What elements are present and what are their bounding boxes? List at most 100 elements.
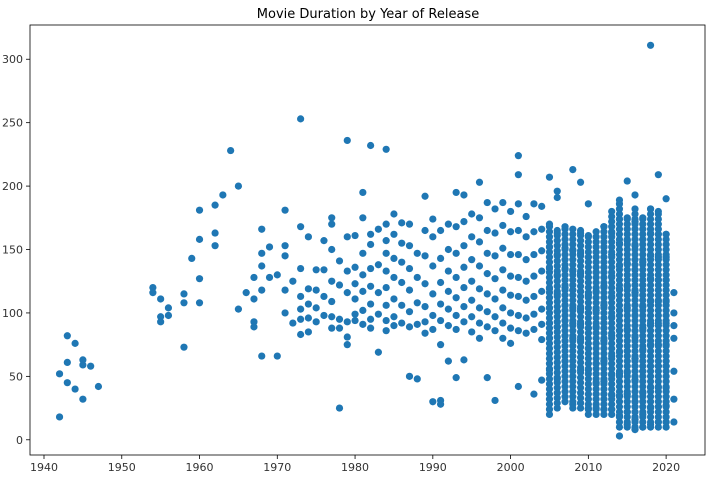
data-point <box>312 266 320 274</box>
data-point <box>149 289 157 297</box>
data-point <box>452 249 460 257</box>
data-point <box>569 291 577 299</box>
data-point <box>514 226 522 235</box>
data-point <box>335 281 344 289</box>
data-point <box>615 348 624 356</box>
data-point <box>592 306 600 314</box>
data-point <box>600 410 608 419</box>
data-point <box>646 332 655 340</box>
data-point <box>553 308 561 316</box>
data-point <box>646 229 655 237</box>
data-point <box>631 327 639 335</box>
data-point <box>662 261 670 269</box>
data-point <box>576 343 585 351</box>
data-point <box>367 300 375 308</box>
data-point <box>506 291 515 299</box>
data-point <box>639 332 647 340</box>
data-point <box>584 344 592 353</box>
data-point <box>623 296 631 304</box>
data-point <box>538 320 546 328</box>
data-point <box>584 253 592 261</box>
data-point <box>258 352 266 360</box>
data-point <box>258 249 266 257</box>
data-point <box>631 296 639 304</box>
data-point <box>499 286 507 294</box>
data-point <box>483 249 491 257</box>
data-point <box>662 418 670 426</box>
data-point <box>491 327 499 335</box>
data-point <box>398 219 406 227</box>
data-point <box>561 296 569 304</box>
data-point <box>569 357 577 365</box>
data-point <box>460 191 468 199</box>
data-point <box>561 250 569 259</box>
data-point <box>623 403 631 411</box>
data-point <box>522 329 530 337</box>
data-point <box>615 418 624 426</box>
data-point <box>662 401 670 410</box>
data-point <box>545 243 554 251</box>
data-point <box>662 276 670 284</box>
data-point <box>281 206 289 214</box>
data-point <box>374 310 382 318</box>
data-point <box>615 215 624 223</box>
data-point <box>615 311 624 320</box>
data-point <box>343 341 351 349</box>
data-point <box>623 230 631 238</box>
data-point <box>328 324 336 332</box>
data-point <box>592 253 600 261</box>
data-point <box>569 166 577 174</box>
data-point <box>623 390 631 398</box>
data-point <box>639 410 647 419</box>
data-point <box>561 271 569 279</box>
data-point <box>468 233 476 241</box>
data-point <box>553 343 561 351</box>
data-point <box>639 214 647 222</box>
data-point <box>600 390 608 398</box>
data-point <box>608 332 616 340</box>
data-point <box>530 292 538 301</box>
data-point <box>149 283 157 292</box>
data-point <box>538 247 546 255</box>
data-point <box>654 367 662 375</box>
x-tick-label: 1970 <box>263 461 291 474</box>
data-point <box>631 354 639 363</box>
x-tick-label: 1980 <box>341 461 369 474</box>
data-point <box>436 278 445 287</box>
data-point <box>530 272 538 280</box>
data-point <box>600 294 608 302</box>
data-point <box>398 319 406 327</box>
data-point <box>646 372 655 380</box>
data-point <box>608 352 616 360</box>
data-point <box>522 256 530 264</box>
data-point <box>452 223 460 231</box>
data-point <box>631 205 639 213</box>
data-point <box>576 305 585 313</box>
data-point <box>405 308 414 316</box>
data-point <box>662 357 670 365</box>
data-point <box>654 230 662 238</box>
data-point <box>553 338 561 346</box>
data-point <box>639 250 647 259</box>
data-point <box>584 314 592 322</box>
data-point <box>164 304 173 312</box>
data-point <box>654 319 662 327</box>
data-point <box>584 309 592 317</box>
data-point <box>421 302 429 311</box>
y-tick-label: 50 <box>9 370 23 383</box>
data-point <box>646 352 655 360</box>
data-point <box>584 366 592 374</box>
data-point <box>670 334 678 342</box>
data-point <box>646 367 655 375</box>
data-point <box>444 287 452 295</box>
data-point <box>576 366 585 374</box>
data-point <box>553 282 561 290</box>
data-point <box>413 273 421 282</box>
data-point <box>429 215 437 223</box>
data-point <box>398 239 406 247</box>
data-point <box>359 306 367 314</box>
data-point <box>654 207 662 216</box>
data-point <box>592 294 600 302</box>
data-point <box>662 245 670 254</box>
data-point <box>654 341 662 349</box>
